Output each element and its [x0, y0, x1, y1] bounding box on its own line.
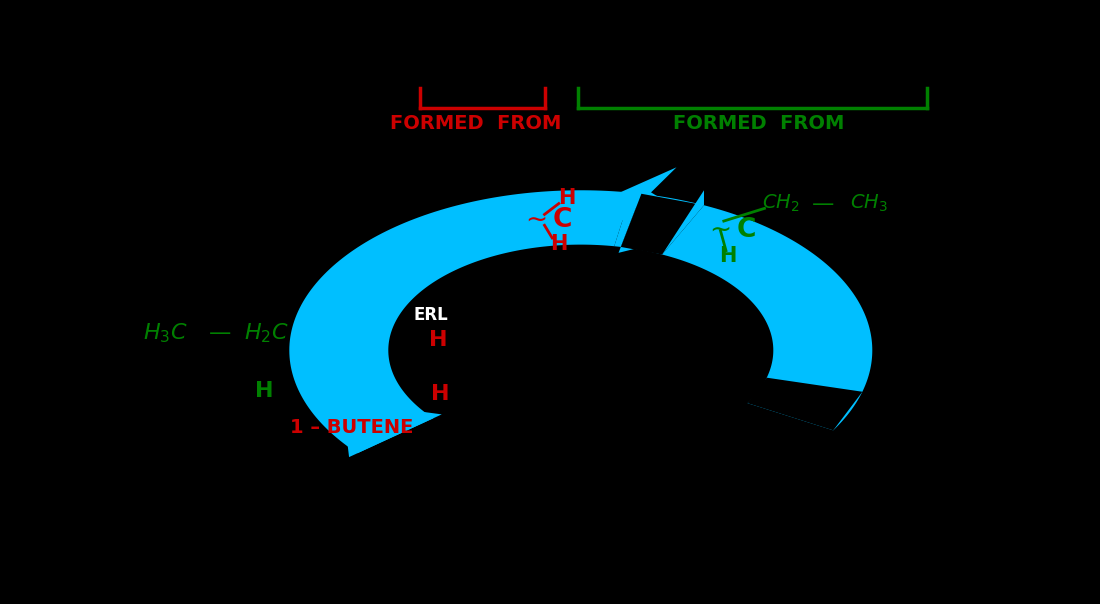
- Text: $CH_3$: $CH_3$: [850, 193, 888, 214]
- Text: $H_2C$: $H_2C$: [244, 321, 289, 345]
- Text: ERL: ERL: [414, 306, 449, 324]
- Text: FORMED  FROM: FORMED FROM: [389, 114, 561, 133]
- Text: H: H: [719, 246, 737, 266]
- Text: $CH_2$: $CH_2$: [762, 193, 800, 214]
- Text: $\sim$C: $\sim$C: [704, 216, 756, 243]
- Polygon shape: [614, 193, 641, 247]
- Polygon shape: [289, 190, 631, 453]
- Text: —: —: [812, 193, 834, 214]
- Text: H: H: [255, 381, 273, 401]
- Text: FORMED  FROM: FORMED FROM: [673, 114, 845, 133]
- Text: H: H: [558, 188, 575, 208]
- Text: $\sim$C: $\sim$C: [520, 207, 572, 234]
- Polygon shape: [597, 167, 676, 245]
- Polygon shape: [342, 401, 442, 457]
- Text: $H_3C$: $H_3C$: [143, 321, 188, 345]
- Text: 1 – BUTENE: 1 – BUTENE: [290, 417, 414, 437]
- Polygon shape: [662, 190, 704, 254]
- Polygon shape: [748, 378, 862, 430]
- Text: —: —: [209, 323, 231, 344]
- Polygon shape: [620, 194, 704, 254]
- Text: H: H: [431, 384, 449, 404]
- Text: H: H: [429, 330, 447, 350]
- Polygon shape: [618, 188, 712, 253]
- Polygon shape: [620, 194, 872, 430]
- Text: H: H: [550, 234, 568, 254]
